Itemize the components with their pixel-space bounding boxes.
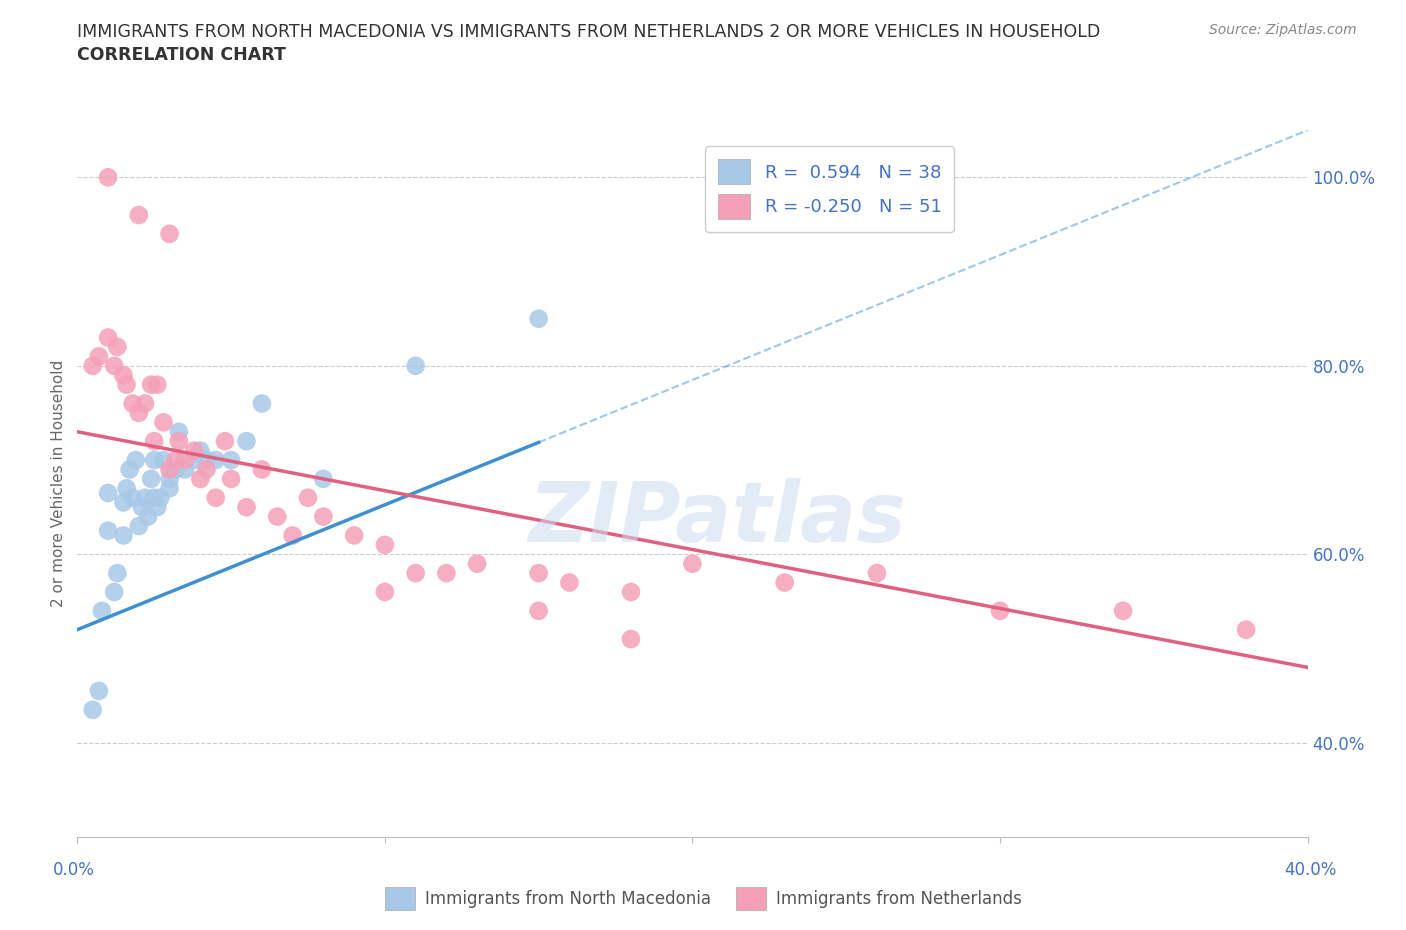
Legend: R =  0.594   N = 38, R = -0.250   N = 51: R = 0.594 N = 38, R = -0.250 N = 51 [704,146,955,232]
Point [183,453,205,468]
Point [159,481,181,496]
Point [174,462,197,477]
Point [405,565,427,580]
Point [125,453,148,468]
Point [527,312,550,326]
Point [115,481,138,496]
Point [250,396,273,411]
Text: Source: ZipAtlas.com: Source: ZipAtlas.com [1209,23,1357,37]
Point [112,528,135,543]
Point [866,565,889,580]
Point [682,868,704,883]
Point [97,524,120,538]
Point [167,424,190,439]
Point [141,472,163,486]
Point [152,415,174,430]
Point [82,358,104,373]
Point [105,565,128,580]
Point [165,462,187,477]
Point [105,339,128,354]
Point [527,565,550,580]
Point [103,585,125,600]
Point [136,509,159,524]
Point [1112,604,1135,618]
Point [149,490,172,505]
Text: 0.0%: 0.0% [53,860,96,879]
Point [312,509,335,524]
Point [558,575,581,590]
Point [143,433,166,448]
Point [297,490,319,505]
Point [1234,622,1257,637]
Point [312,472,335,486]
Point [128,519,150,534]
Point [405,358,427,373]
Point [988,604,1011,618]
Point [620,585,643,600]
Point [281,528,304,543]
Text: CORRELATION CHART: CORRELATION CHART [77,46,287,64]
Point [131,499,153,514]
Point [87,349,110,364]
Point [195,453,218,468]
Point [159,226,181,241]
Point [188,444,212,458]
Text: 40.0%: 40.0% [1285,860,1337,879]
Point [374,585,396,600]
Point [112,367,135,382]
Point [97,485,120,500]
Point [465,556,488,571]
Point [121,490,143,505]
Point [103,358,125,373]
Point [183,444,205,458]
Point [235,499,257,514]
Point [118,462,141,477]
Point [121,396,143,411]
Point [143,453,166,468]
Point [219,472,242,486]
Point [214,433,236,448]
Point [97,330,120,345]
Point [143,490,166,505]
Point [97,170,120,185]
Point [82,702,104,717]
Point [115,378,138,392]
Point [195,462,218,477]
Point [374,538,396,552]
Point [436,565,458,580]
Point [159,472,181,486]
Point [134,490,156,505]
Point [174,453,197,468]
Point [146,378,169,392]
Point [90,604,114,618]
Point [682,556,704,571]
Point [204,453,226,468]
Point [146,499,169,514]
Y-axis label: 2 or more Vehicles in Household: 2 or more Vehicles in Household [51,360,66,607]
Legend: Immigrants from North Macedonia, Immigrants from Netherlands: Immigrants from North Macedonia, Immigra… [378,880,1028,917]
Point [527,604,550,618]
Point [266,509,288,524]
Point [141,378,163,392]
Point [343,528,366,543]
Point [152,453,174,468]
Point [87,684,110,698]
Point [112,495,135,510]
Point [167,433,190,448]
Text: ZIPatlas: ZIPatlas [529,478,905,560]
Point [204,490,226,505]
Point [128,405,150,420]
Point [219,453,242,468]
Point [134,396,156,411]
Point [235,433,257,448]
Point [128,207,150,222]
Point [773,575,796,590]
Point [620,631,643,646]
Point [165,453,187,468]
Point [188,472,212,486]
Point [250,462,273,477]
Point [159,462,181,477]
Text: IMMIGRANTS FROM NORTH MACEDONIA VS IMMIGRANTS FROM NETHERLANDS 2 OR MORE VEHICLE: IMMIGRANTS FROM NORTH MACEDONIA VS IMMIG… [77,23,1101,41]
